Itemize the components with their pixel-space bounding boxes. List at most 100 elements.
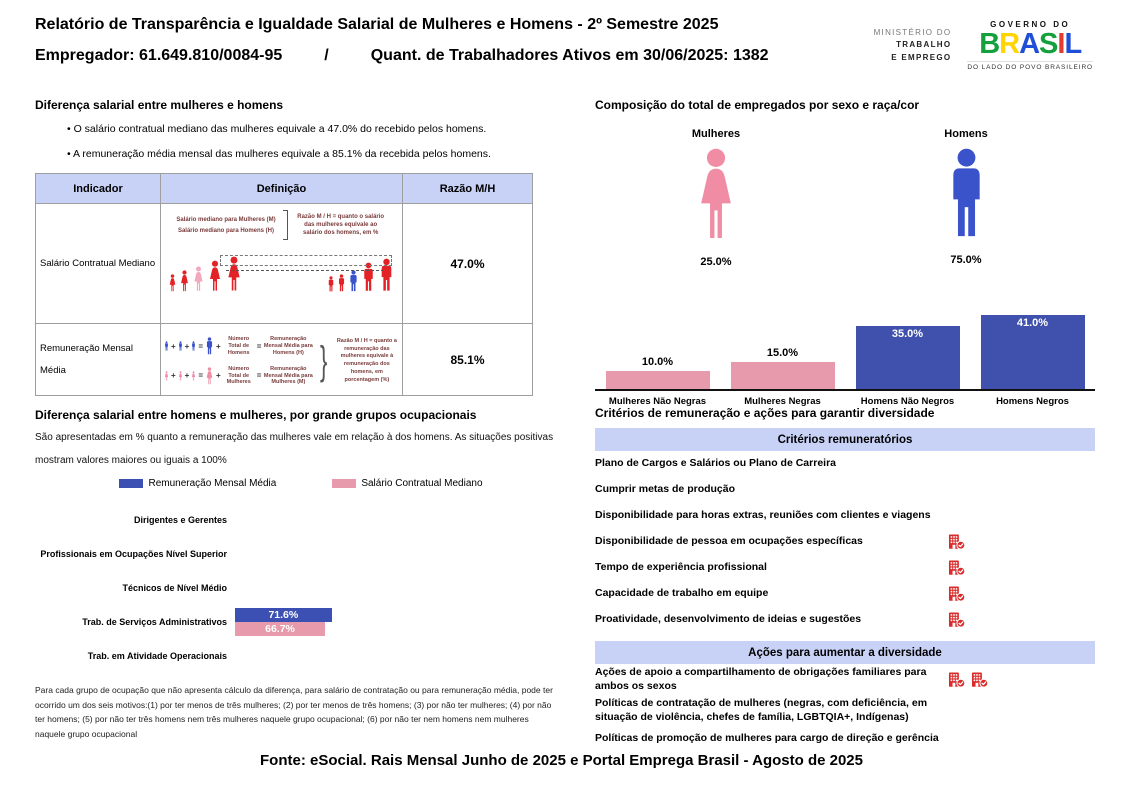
plus-sign: + [171,371,176,381]
equals-sign: = [256,371,262,381]
occupational-row: Profissionais em Ocupações Nível Superio… [35,537,567,571]
occupational-row: Trab. em Atividade Operacionais [35,639,567,673]
dashed-line [226,270,384,271]
criteria-item-icons [947,560,966,576]
male-pictogram-block: Homens 75.0% [881,128,1051,266]
criteria-item-label: Cumprir metas de produção [595,483,736,496]
race-composition-chart: 10.0% 15.0% 35.0% 41.0% [595,297,1095,391]
male-icon-large [206,337,213,355]
header-subtitle: Empregador: 61.649.810/0084-95 / Quant. … [35,47,769,65]
race-bar: 10.0% [605,356,710,389]
separator: / [324,47,329,64]
male-icon [364,262,373,291]
criteria-item: Capacidade de trabalho em equipe [595,581,1095,607]
race-category-label: Mulheres Negras [744,396,821,407]
table-row-remuneracao-media: Remuneração Mensal Média + + = [35,323,533,396]
female-icon-highlight [194,266,203,291]
ministry-logo: MINISTÉRIO DO TRABALHO E EMPREGO [874,27,952,65]
female-icon-large [206,367,213,385]
page-title: Relatório de Transparência e Igualdade S… [35,16,719,33]
median-men-line: Salário mediano para Homens (H) [177,227,274,234]
average-ratio-note: Razão M / H = quanto a remuneração das m… [336,338,397,383]
race-bar-value: 15.0% [766,347,799,359]
race-chart-column: 35.0% [845,326,970,389]
equals-sign: = [198,371,204,381]
female-icon [181,270,188,292]
criteria-section: Critérios de remuneração e ações para ga… [595,406,1095,752]
criteria-item: Proatividade, desenvolvimento de ideias … [595,607,1095,633]
female-pictogram-block: Mulheres 25.0% [631,128,801,268]
occupational-description: São apresentadas em % quanto a remuneraç… [35,432,567,466]
female-label: Mulheres [691,128,741,140]
race-bar: 35.0% [855,326,960,389]
bar-remuneracao: 71.6% [235,608,332,622]
male-icon [338,274,345,292]
chart-legend: Remuneração Mensal Média Salário Contrat… [35,478,567,489]
plus-sign: + [184,341,190,351]
plus-sign: + [216,341,221,351]
equals-sign: = [256,341,262,351]
race-category-label: Homens Negros [996,396,1069,407]
occupational-section: Diferença salarial entre homens e mulher… [35,408,567,741]
building-check-icon [948,612,966,628]
composition-section: Composição do total de empregados por se… [595,98,1095,407]
occupational-row: Técnicos de Nível Médio [35,571,567,605]
criteria-item-label: Proatividade, desenvolvimento de ideias … [595,613,862,626]
plus-sign: + [171,341,176,351]
col-indicador: Indicador [35,173,161,204]
female-icon [169,274,176,292]
definition-diagram-average: + + = + Número Total de Homens = Remuner… [160,323,403,396]
building-check-icon [948,671,966,688]
men-result-label: Remuneração Mensal Média para Homens (H) [263,336,313,356]
occupational-row: Trab. de Serviços Administrativos 71.6% 6… [35,605,567,639]
male-icon-highlight [350,270,357,292]
sex-pictogram: Mulheres 25.0% Homens 75.0% [595,128,1095,286]
criteria-item: Cumprir metas de produção [595,477,1095,503]
col-definicao: Definição [160,173,403,204]
median-ratio-note: Razão M / H = quanto o salário das mulhe… [297,213,385,237]
action-item-label: Ações de apoio a compartilhamento de obr… [595,666,927,692]
people-pictogram [164,252,399,292]
occupational-footnote: Para cada grupo de ocupação que não apre… [35,685,553,739]
pay-gap-bullets: O salário contratual mediano das mulhere… [67,123,532,160]
legend-salario: Salário Contratual Mediano [332,478,483,489]
gov-brasil-wordmark: BRASIL [979,28,1082,60]
women-result-label: Remuneração Mensal Média para Mulheres (… [263,365,313,386]
race-category-label: Mulheres Não Negras [608,396,707,407]
occupational-category-label: Trab. de Serviços Administrativos [82,616,227,627]
report-header: Relatório de Transparência e Igualdade S… [35,16,769,65]
governo-do-brasil-logo: GOVERNO DO BRASIL DO LADO DO POVO BRASIL… [967,20,1093,71]
composition-title: Composição do total de empregados por se… [595,98,920,112]
race-chart-column: 10.0% [595,356,720,389]
female-icon [192,371,196,381]
men-average-formula: + + = + Número Total de Homens = Remuner… [164,336,313,357]
diversity-action-item: Políticas de promoção de mulheres para c… [595,726,1095,752]
legend-swatch-blue [119,479,144,488]
male-icon [178,341,182,351]
col-razao: Razão M/H [402,173,533,204]
bullet-average-pay: A remuneração média mensal das mulheres … [67,148,532,160]
ratio-value-average: 85.1% [402,323,533,396]
female-percentage: 25.0% [700,256,732,268]
diversity-action-item: Políticas de contratação de mulheres (ne… [595,695,1095,726]
men-total-label: Número Total de Homens [227,336,250,356]
criteria-item-label: Capacidade de trabalho em equipe [595,587,769,600]
diversity-action-item: Ações de apoio a compartilhamento de obr… [595,664,1095,695]
legend-label: Remuneração Mensal Média [148,478,277,489]
male-icon [952,148,980,237]
criteria-item-label: Tempo de experiência profissional [595,561,767,574]
criteria-item: Disponibilidade de pessoa em ocupações e… [595,529,1095,555]
occupational-category-label: Profissionais em Ocupações Nível Superio… [40,548,227,559]
occupational-title: Diferença salarial entre homens e mulher… [35,408,477,422]
pay-gap-title: Diferença salarial entre mulheres e home… [35,98,284,112]
legend-swatch-pink [332,479,357,488]
definition-diagram-median: Salário mediano para Mulheres (M) Salári… [160,203,403,324]
criteria-item: Tempo de experiência profissional [595,555,1095,581]
action-item-label: Políticas de promoção de mulheres para c… [595,732,939,745]
male-icon [192,341,196,351]
criteria-item-label: Disponibilidade para horas extras, reuni… [595,509,931,522]
employer-id: Empregador: 61.649.810/0084-95 [35,47,283,64]
male-icon [328,276,334,292]
criteria-band-diversidade: Ações para aumentar a diversidade [595,641,1095,664]
